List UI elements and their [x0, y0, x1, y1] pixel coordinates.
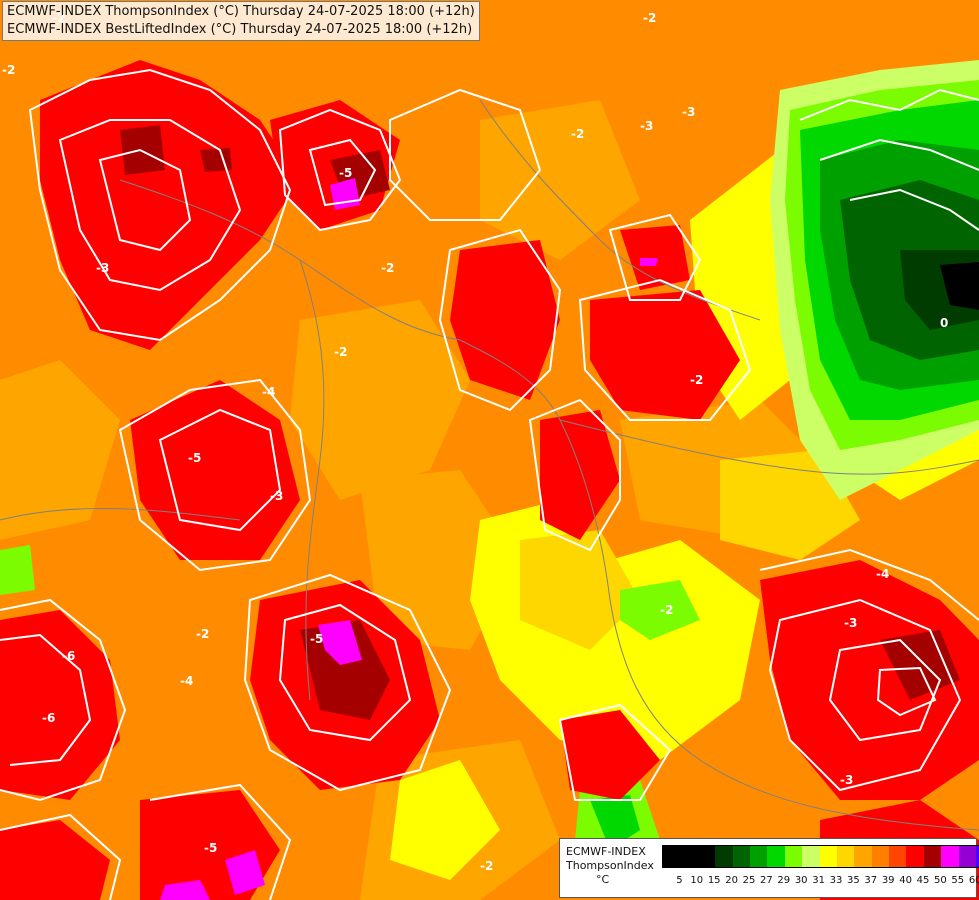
svg-text:-6: -6	[62, 649, 75, 663]
legend-unit: °C	[596, 873, 610, 886]
legend-value-label: 15	[707, 875, 721, 886]
magenta-regions	[160, 178, 658, 900]
svg-text:0: 0	[940, 316, 948, 330]
legend-color-bar	[662, 845, 979, 868]
legend-swatch	[871, 846, 890, 867]
legend-swatch	[663, 846, 681, 867]
svg-text:-6: -6	[42, 711, 55, 725]
legend-title: ECMWF-INDEX ThompsonIndex °C	[566, 845, 654, 887]
svg-text:-5: -5	[188, 451, 201, 465]
svg-text:-5: -5	[310, 632, 323, 646]
legend-value-label: 55	[951, 875, 965, 886]
legend-value-label: 45	[916, 875, 930, 886]
legend-value-label: 25	[742, 875, 756, 886]
legend-value-label: 40	[899, 875, 912, 886]
svg-text:-2: -2	[690, 373, 703, 387]
legend-swatch	[854, 846, 872, 867]
legend-value-label: 35	[847, 875, 860, 886]
legend-swatch	[680, 846, 698, 867]
title-line-bestlifted: ECMWF-INDEX BestLiftedIndex (°C) Thursda…	[7, 22, 473, 37]
legend-swatch	[767, 846, 785, 867]
legend-value-label: 31	[812, 875, 825, 886]
legend-swatch	[906, 846, 924, 867]
svg-text:-2: -2	[571, 127, 584, 141]
legend-value-label: 30	[794, 875, 808, 886]
legend-swatch	[802, 846, 820, 867]
lightyellow-regions	[520, 450, 860, 650]
svg-text:-5: -5	[339, 166, 352, 180]
svg-text:-2: -2	[480, 859, 493, 873]
svg-text:-3: -3	[96, 261, 109, 275]
legend-value-label: 37	[864, 875, 878, 886]
legend-swatch	[923, 846, 942, 867]
legend-value-label: 39	[881, 875, 895, 886]
svg-text:-3: -3	[840, 773, 853, 787]
legend-swatch	[976, 846, 979, 867]
legend-value-label: 5	[676, 875, 683, 886]
svg-text:-4: -4	[262, 385, 275, 399]
legend-swatch	[819, 846, 837, 867]
svg-text:-3: -3	[270, 489, 283, 503]
svg-text:-2: -2	[2, 63, 15, 77]
legend-value-label: 29	[777, 875, 791, 886]
legend-swatch	[732, 846, 750, 867]
svg-text:-2: -2	[660, 603, 673, 617]
legend-value-label: 20	[725, 875, 738, 886]
svg-text:-4: -4	[876, 567, 889, 581]
legend-parameter: ThompsonIndex	[566, 859, 654, 872]
svg-text:-2: -2	[196, 627, 209, 641]
contour-labels: -2 -2 -3 -2 -2 -5 -3 -2 -4 -5 -3 -2 -6 -…	[2, 11, 948, 873]
title-line-thompson: ECMWF-INDEX ThompsonIndex (°C) Thursday …	[7, 4, 475, 19]
legend-model: ECMWF-INDEX	[566, 845, 646, 858]
legend-value-label: 60	[968, 875, 979, 886]
legend-value-labels: 5 10 15 20 25 27 29 30 31 33 35 37 39 40 45 50 55 60	[662, 875, 979, 889]
svg-text:-3: -3	[844, 616, 857, 630]
svg-text:-2: -2	[643, 11, 656, 25]
legend-value-label: 10	[690, 875, 704, 886]
legend-swatch	[836, 846, 855, 867]
legend-swatch	[749, 846, 768, 867]
legend-swatch	[889, 846, 907, 867]
contour-lines	[0, 68, 979, 900]
legend-value-label: 50	[934, 875, 947, 886]
svg-text:-3: -3	[640, 119, 653, 133]
svg-text:-3: -3	[682, 105, 695, 119]
legend-swatch	[958, 846, 977, 867]
map-title-box: ECMWF-INDEX ThompsonIndex (°C) Thursday …	[2, 1, 480, 41]
svg-text:-5: -5	[204, 841, 217, 855]
legend-swatch	[784, 846, 803, 867]
legend-swatch	[941, 846, 959, 867]
legend-swatch	[715, 846, 733, 867]
svg-text:-2: -2	[334, 345, 347, 359]
color-legend: ECMWF-INDEX ThompsonIndex °C 5 10 15 20 25 27…	[559, 838, 979, 898]
svg-text:-2: -2	[381, 261, 394, 275]
legend-swatch	[697, 846, 716, 867]
legend-value-label: 27	[760, 875, 773, 886]
svg-text:-4: -4	[180, 674, 193, 688]
legend-value-label: 33	[829, 875, 843, 886]
